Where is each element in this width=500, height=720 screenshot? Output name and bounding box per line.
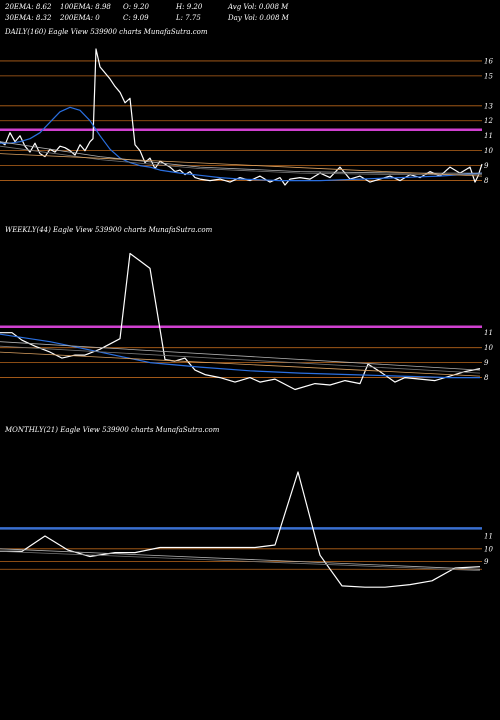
avg-vol-readout: Avg Vol: 0.008 M xyxy=(228,3,289,11)
daily-tick-label: 13 xyxy=(484,102,493,110)
weekly-tick-label: 10 xyxy=(484,344,493,352)
daily-tick-label: 15 xyxy=(484,72,493,80)
monthly-tick-label: 9 xyxy=(484,558,489,566)
weekly-series-line xyxy=(0,333,480,379)
daily-series-line xyxy=(0,153,483,177)
monthly-series-line xyxy=(0,551,481,571)
weekly-series-line xyxy=(0,351,481,377)
monthly-series-line xyxy=(0,471,481,588)
monthly-chart-title: MONTHLY(21) Eagle View 539900 charts Mun… xyxy=(5,426,220,434)
weekly-tick-label: 8 xyxy=(484,374,489,382)
ema30-readout: 30EMA: 8.32 xyxy=(5,14,52,22)
weekly-series-line xyxy=(0,345,481,374)
daily-series-line xyxy=(0,48,483,186)
low-readout: L: 7.75 xyxy=(176,14,201,22)
monthly-tick-label: 11 xyxy=(484,533,493,541)
day-vol-readout: Day Vol: 0.008 M xyxy=(228,14,289,22)
weekly-series-line xyxy=(0,341,481,371)
daily-tick-label: 11 xyxy=(484,132,493,140)
daily-tick-label: 10 xyxy=(484,147,493,155)
daily-tick-label: 16 xyxy=(484,57,493,65)
daily-series-line xyxy=(0,141,482,174)
monthly-tick-label: 10 xyxy=(484,545,493,553)
weekly-panel: 11 10 9 8 xyxy=(0,252,493,391)
daily-tick-label: 12 xyxy=(484,117,493,125)
ema100-readout: 100EMA: 8.98 xyxy=(60,3,111,11)
daily-panel: 16 15 13 12 11 10 9 8 xyxy=(0,48,493,186)
daily-tick-label: 9 xyxy=(484,162,489,170)
weekly-tick-label: 11 xyxy=(484,329,493,337)
weekly-series-line xyxy=(0,252,481,391)
daily-series-line xyxy=(0,106,483,182)
weekly-tick-label: 9 xyxy=(484,359,489,367)
weekly-chart-title: WEEKLY(44) Eagle View 539900 charts Muna… xyxy=(5,226,213,234)
daily-chart-title: DAILY(160) Eagle View 539900 charts Muna… xyxy=(5,28,208,36)
ema200-readout: 200EMA: 0 xyxy=(60,14,100,22)
open-readout: O: 9.20 xyxy=(123,3,149,11)
high-readout: H: 9.20 xyxy=(176,3,203,11)
monthly-panel: 11 10 9 xyxy=(0,471,493,588)
daily-tick-label: 8 xyxy=(484,177,489,185)
ema20-readout: 20EMA: 8.62 xyxy=(5,3,52,11)
close-readout: C: 9.09 xyxy=(123,14,149,22)
monthly-series-line xyxy=(0,548,481,570)
